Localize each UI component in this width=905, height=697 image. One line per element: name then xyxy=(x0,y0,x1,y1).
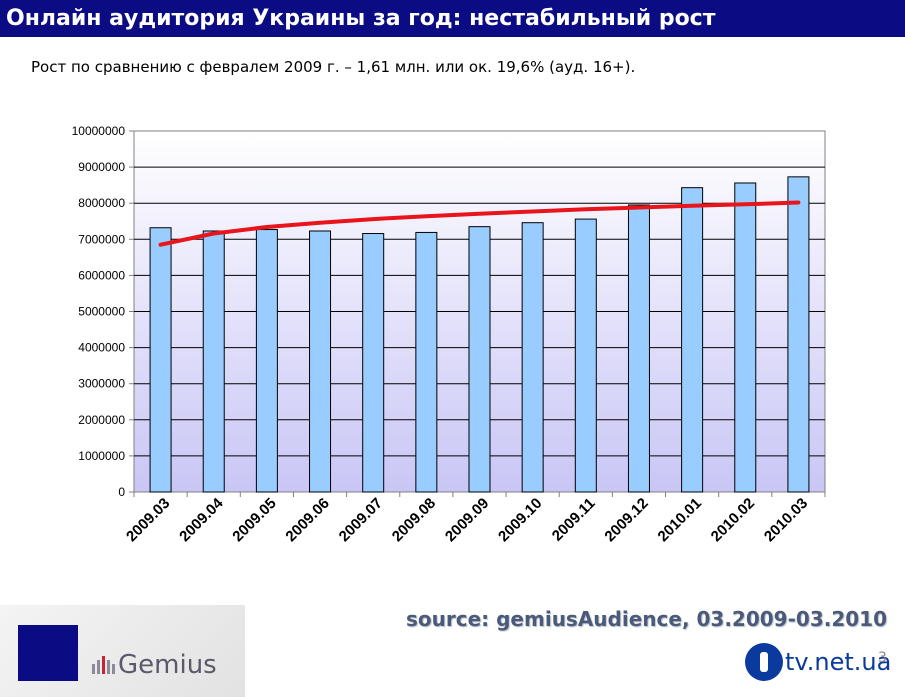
x-tick-label: 2009.06 xyxy=(282,495,332,545)
x-tick-label: 2010.01 xyxy=(655,495,705,545)
bar xyxy=(255,229,278,493)
y-tick-label: 8000000 xyxy=(78,196,125,210)
gemius-logo-text: Gemius xyxy=(118,650,217,680)
x-tick-label: 2010.02 xyxy=(708,495,758,545)
x-tick-label: 2009.04 xyxy=(176,494,227,545)
bar xyxy=(574,218,597,493)
y-tick-label: 0 xyxy=(118,485,125,499)
x-tick-label: 2009.11 xyxy=(549,495,599,545)
x-tick-label: 2009.08 xyxy=(389,495,439,545)
y-tick-label: 10000000 xyxy=(72,124,126,138)
y-tick-label: 9000000 xyxy=(78,160,125,174)
bar xyxy=(202,230,225,493)
bar xyxy=(468,226,491,493)
bar xyxy=(627,204,650,493)
y-tick-label: 3000000 xyxy=(78,377,125,391)
bar xyxy=(309,230,332,493)
bar xyxy=(681,187,704,493)
page-number: 3 xyxy=(878,650,887,666)
x-tick-label: 2009.10 xyxy=(495,495,545,545)
page-title: Онлайн аудитория Украины за год: нестаби… xyxy=(0,0,905,37)
bar xyxy=(149,227,172,493)
bar xyxy=(415,231,438,493)
bar xyxy=(362,233,385,493)
gemius-bars-icon xyxy=(92,656,115,674)
bar xyxy=(521,222,544,493)
bar xyxy=(787,176,810,493)
bar xyxy=(734,182,757,493)
x-tick-label: 2009.09 xyxy=(442,495,492,545)
x-tick-label: 2010.03 xyxy=(761,495,811,545)
page-subtitle: Рост по сравнению с февралем 2009 г. – 1… xyxy=(31,58,636,76)
y-tick-label: 6000000 xyxy=(78,268,125,282)
y-tick-label: 4000000 xyxy=(78,341,125,355)
tvnet-logo-text: tv.net.ua xyxy=(785,648,892,676)
gemius-logo: Gemius xyxy=(92,650,217,680)
x-tick-label: 2009.03 xyxy=(123,495,173,545)
x-tick-label: 2009.07 xyxy=(336,495,386,545)
y-tick-label: 5000000 xyxy=(78,305,125,319)
y-tick-label: 1000000 xyxy=(78,449,125,463)
tvnet-logo: tv.net.ua xyxy=(745,643,891,681)
audience-chart: 0 1000000 2000000 3000000 4000000 5000000 6000… xyxy=(72,124,826,545)
tvnet-info-icon xyxy=(745,643,783,681)
x-tick-label: 2009.05 xyxy=(229,495,279,545)
x-tick-label: 2009.12 xyxy=(601,495,651,545)
footer-square xyxy=(18,625,78,681)
trend-line xyxy=(158,200,801,247)
source-note: source: gemiusAudience, 03.2009-03.2010 xyxy=(405,607,887,631)
y-tick-label: 2000000 xyxy=(78,413,125,427)
y-tick-label: 7000000 xyxy=(78,232,125,246)
